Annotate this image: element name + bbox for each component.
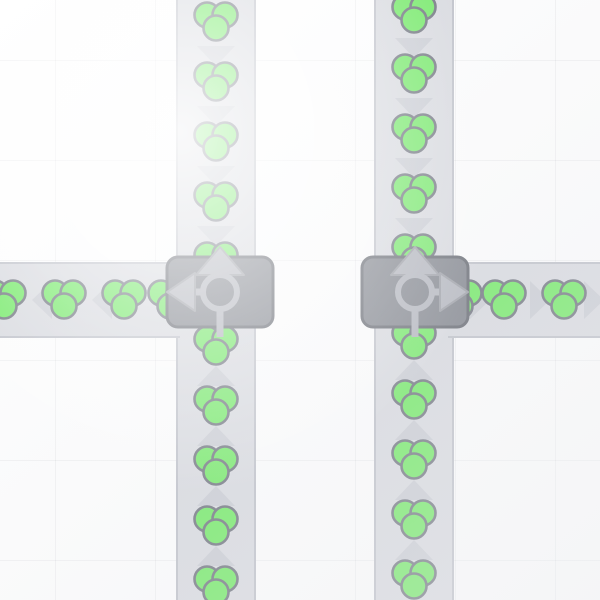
- item-cluster: [192, 383, 240, 429]
- item-cluster: [390, 0, 438, 37]
- item-cluster: [192, 119, 240, 165]
- item-cluster: [192, 59, 240, 105]
- item-cluster: [192, 443, 240, 489]
- item-cluster: [0, 277, 28, 323]
- splitter-hub: [395, 272, 435, 312]
- splitter-right[interactable]: [350, 245, 480, 340]
- item-cluster: [192, 0, 240, 45]
- item-cluster: [390, 437, 438, 483]
- item-cluster: [390, 377, 438, 423]
- item-cluster: [390, 497, 438, 543]
- splitter-left[interactable]: [155, 245, 285, 340]
- item-cluster: [390, 557, 438, 600]
- item-cluster: [192, 179, 240, 225]
- item-cluster: [192, 503, 240, 549]
- item-cluster: [390, 51, 438, 97]
- item-cluster: [390, 171, 438, 217]
- item-cluster: [390, 111, 438, 157]
- item-cluster: [480, 277, 528, 323]
- item-cluster: [540, 277, 588, 323]
- item-cluster: [192, 563, 240, 600]
- splitter-hub: [200, 272, 240, 312]
- item-cluster: [40, 277, 88, 323]
- item-cluster: [100, 277, 148, 323]
